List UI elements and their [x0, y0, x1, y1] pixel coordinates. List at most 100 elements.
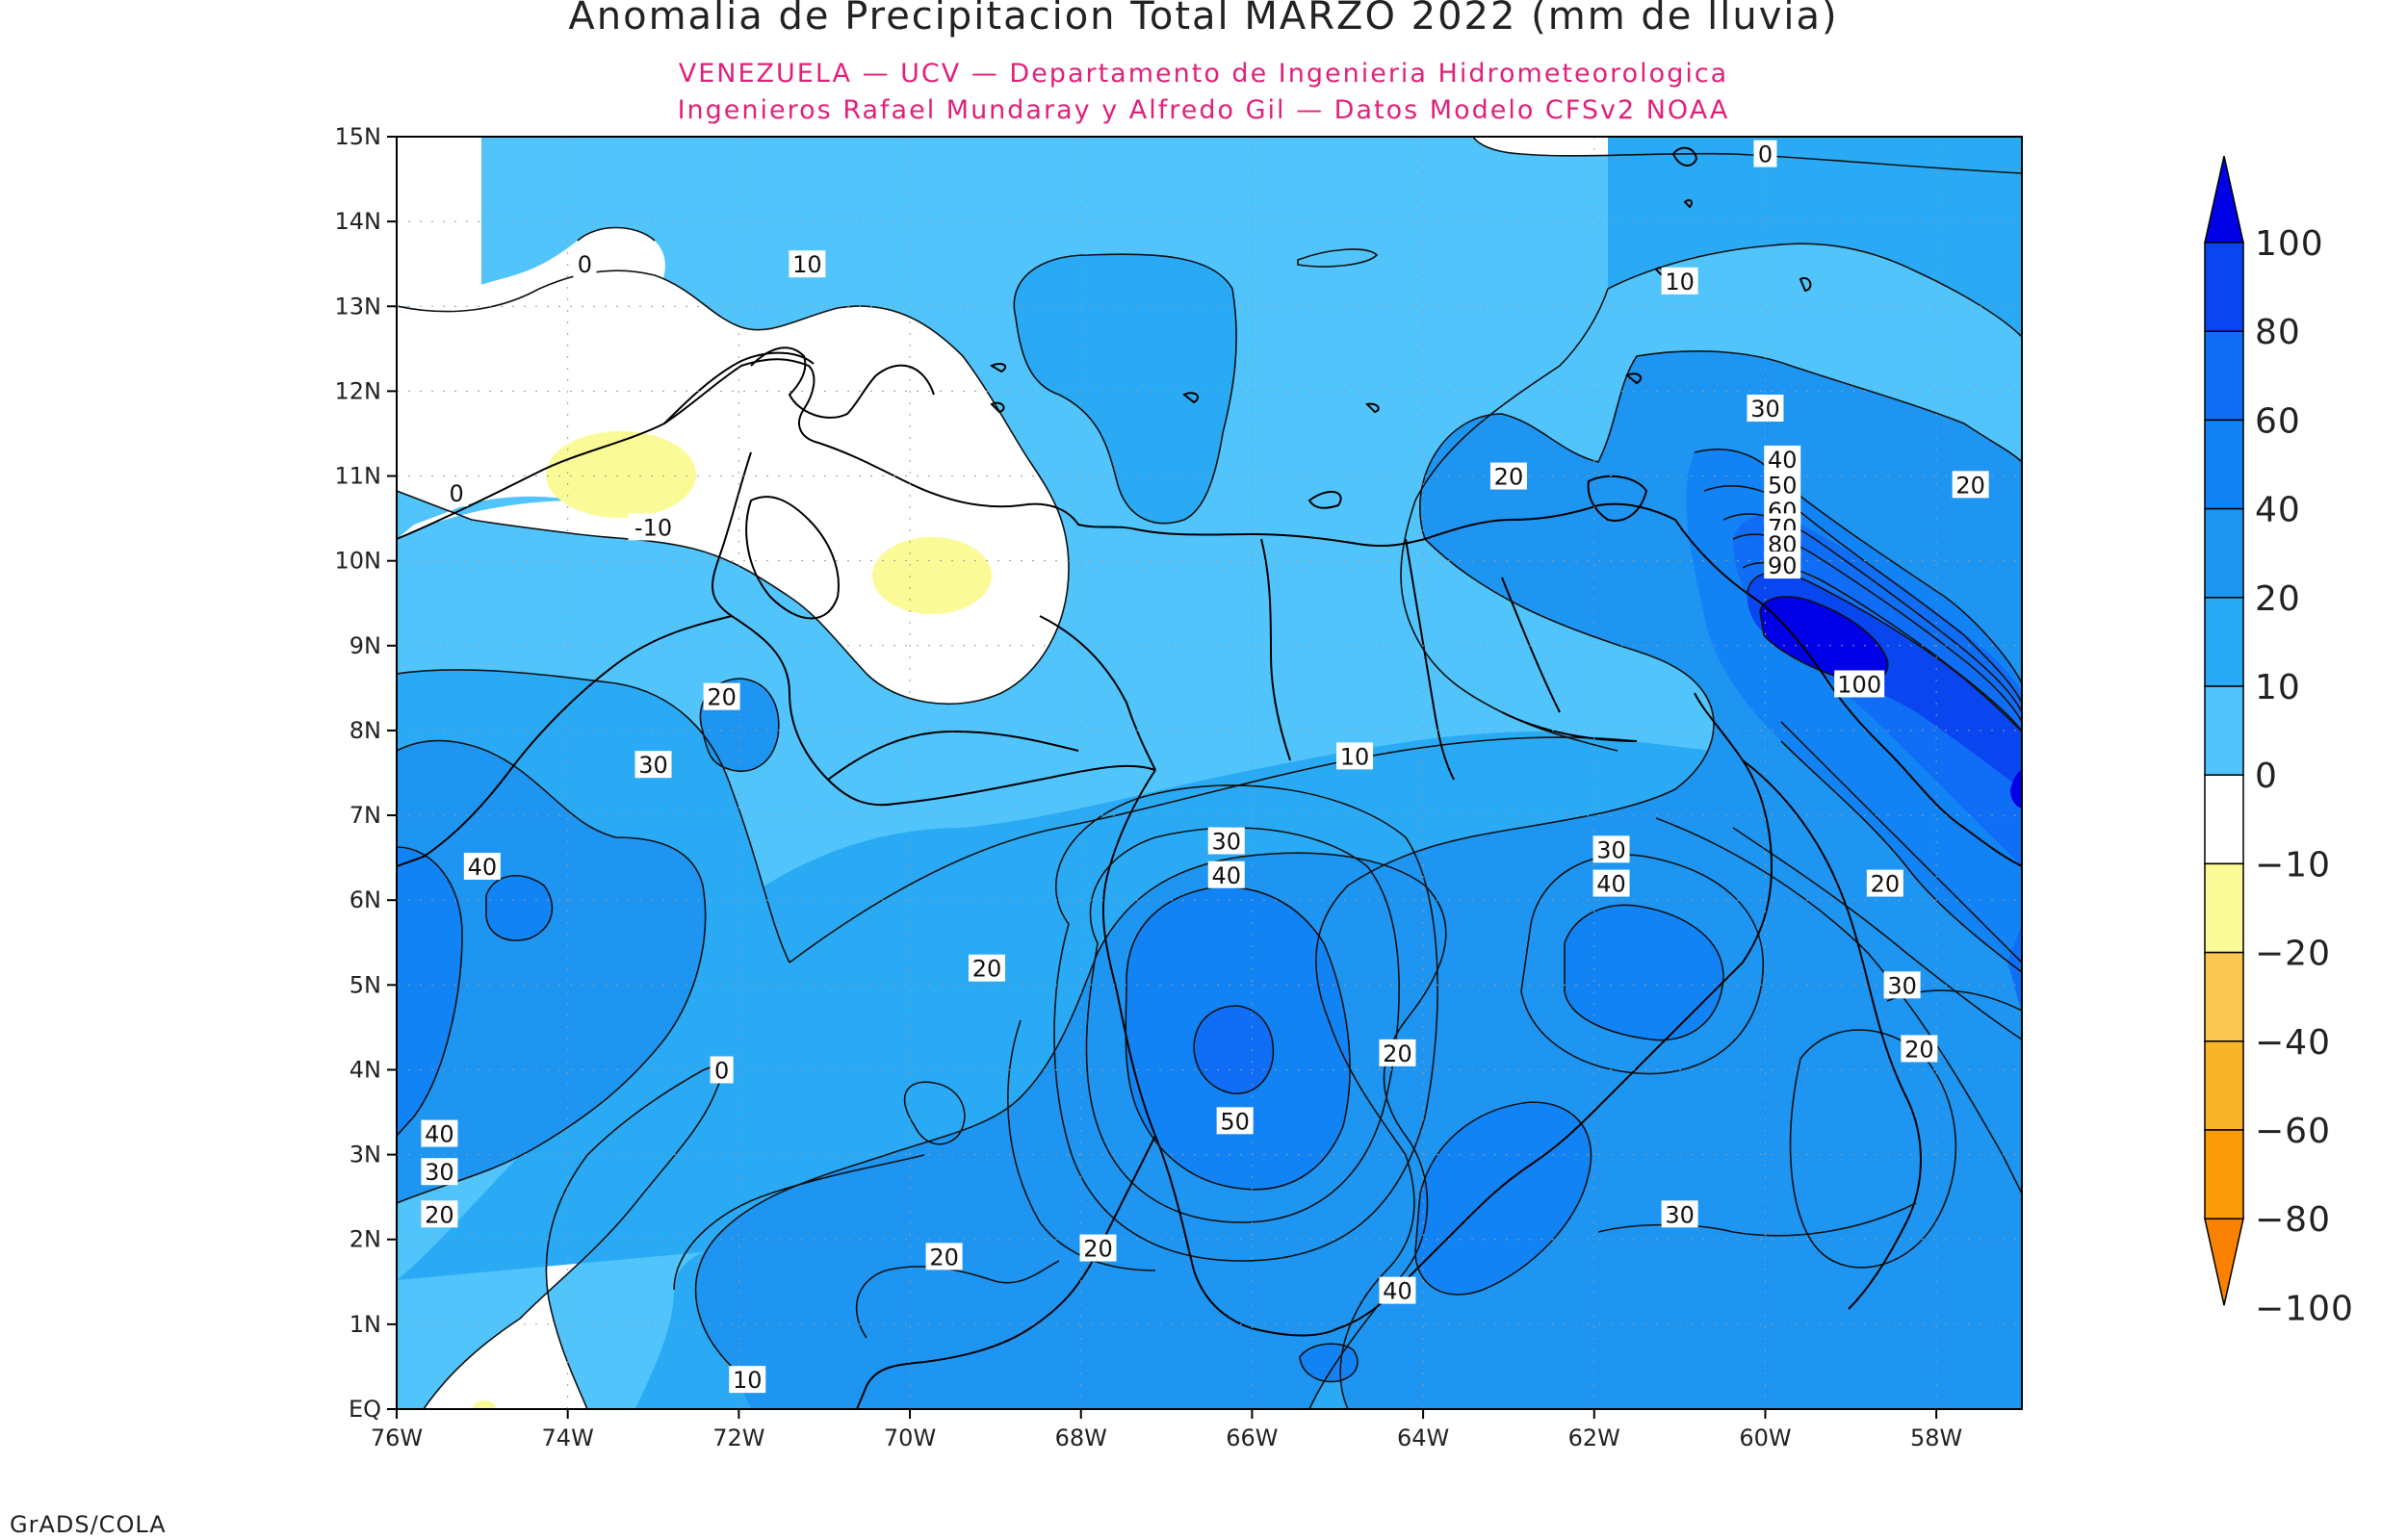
colorbar-level-label: 60	[2255, 401, 2301, 441]
contour-label-box	[1764, 552, 1801, 579]
contour-label: 30	[425, 1159, 454, 1186]
graticule	[397, 137, 2022, 1409]
contour-label-box	[1952, 471, 1989, 499]
contour-label: 40	[425, 1121, 454, 1148]
lat-tick-label: 9N	[349, 632, 381, 659]
contour-label: 40	[1211, 862, 1241, 889]
colorbar-bottom-arrow	[2204, 1218, 2244, 1306]
orinoco-delta	[1674, 519, 2022, 867]
colorbar-box	[2204, 951, 2244, 1042]
colorbar-level-label: 0	[2255, 757, 2278, 796]
colorbar-box	[2204, 685, 2244, 776]
contour-label-box	[421, 1158, 458, 1186]
contour-label: 20	[425, 1201, 454, 1228]
colorbar-level-label: 80	[2255, 313, 2301, 352]
colorbar-box	[2204, 774, 2244, 865]
colorbar-box	[2204, 1040, 2244, 1131]
lon-tick-label: 64W	[1397, 1424, 1449, 1451]
grads-credit: GrADS/COLA	[10, 1511, 167, 1538]
contour-label: 30	[1887, 972, 1917, 999]
contour-label: 30	[1211, 829, 1241, 856]
contour-label-box	[463, 852, 501, 880]
contour-label-box	[969, 954, 1006, 982]
contour-label: 10	[1340, 743, 1370, 770]
colorbar-box	[2204, 419, 2244, 510]
colorbar-level-label: −40	[2255, 1023, 2331, 1063]
colombia-interior-border	[397, 615, 733, 867]
colorbar-box	[2204, 1129, 2244, 1219]
guyana-suriname-border	[1742, 759, 1922, 1310]
interior-states-lines	[827, 538, 1638, 781]
contour-label-box	[1764, 471, 1801, 499]
contour-label: 40	[468, 854, 498, 881]
lon-tick-label: 74W	[542, 1424, 594, 1451]
guajira-coast	[663, 351, 815, 424]
contour-label: 20	[1871, 871, 1901, 898]
lat-tick-label: 8N	[349, 717, 381, 744]
paraguana-and-gulf-coast	[750, 346, 935, 419]
contour-label-box	[1866, 869, 1903, 897]
contour-label: 0	[578, 251, 592, 278]
contour-label: 10	[792, 251, 822, 278]
contour-label: 90	[1768, 552, 1798, 579]
lon-tick-label: 66W	[1226, 1424, 1278, 1451]
lat-tick-label: 2N	[349, 1226, 381, 1253]
contour-label: -10	[634, 514, 672, 541]
lon-tick-label: 62W	[1568, 1424, 1620, 1451]
contour-label: 40	[1768, 447, 1798, 474]
contour-label-box	[703, 682, 740, 710]
lat-tick-label: 3N	[349, 1142, 381, 1168]
contour-label-box	[1764, 445, 1801, 473]
lon-tick-label: 70W	[884, 1424, 936, 1451]
lat-tick-label: 4N	[349, 1056, 381, 1083]
map-frame	[396, 136, 2023, 1410]
lat-tick-label: 14N	[335, 208, 382, 235]
anomaly-10-20-north-cell	[1014, 254, 1237, 524]
colorbar-level-label: 10	[2255, 668, 2301, 707]
below-minus-10-area-guajira	[546, 431, 696, 518]
colorbar-box	[2204, 862, 2244, 954]
colorbar-level-label: −100	[2255, 1289, 2354, 1328]
colorbar-box	[2204, 242, 2244, 332]
contour-label: 0	[1758, 141, 1773, 168]
contour-label-box	[1747, 395, 1784, 423]
lat-tick-label: 1N	[349, 1311, 381, 1338]
anomaly-40-60-west	[397, 847, 462, 1136]
contour-label: 20	[1494, 464, 1524, 491]
colorbar-box	[2204, 597, 2244, 687]
lat-tick-label: 6N	[349, 886, 381, 913]
contour-label-box	[1079, 1234, 1117, 1262]
colorbar-level-label: 40	[2255, 491, 2301, 530]
contour-label: 10	[733, 1367, 763, 1394]
contour-label: 20	[1083, 1236, 1113, 1263]
colorbar-level-label: −80	[2255, 1200, 2331, 1240]
negative-anomaly-region-cap	[397, 137, 481, 308]
contour-label-box	[421, 1200, 458, 1228]
contour-label: 30	[1665, 1201, 1695, 1228]
lat-tick-label: 13N	[335, 293, 382, 320]
contour-label-box	[1661, 1200, 1698, 1228]
figure-title: Anomalia de Precipitacion Total MARZO 20…	[568, 0, 1838, 38]
contour-label: 40	[1383, 1278, 1412, 1305]
trinidad-coast	[1587, 475, 1648, 522]
contour-label: 0	[450, 480, 464, 507]
contour-label-box	[634, 751, 672, 779]
contour-label: 20	[1383, 1040, 1412, 1067]
subtitle-line-2: Ingenieros Rafael Mundaray y Alfredo Gil…	[678, 95, 1730, 125]
contour-label-box	[925, 1243, 963, 1270]
colorbar-level-label: 20	[2255, 579, 2301, 619]
contour-label-box	[628, 513, 679, 541]
contour-label-box	[1901, 1035, 1938, 1063]
negative-anomaly-region-nw	[397, 227, 665, 491]
contour-label: 20	[1904, 1036, 1934, 1063]
anomaly-60-80-central-core	[1194, 1006, 1274, 1094]
lat-tick-label: 7N	[349, 802, 381, 829]
contour-label-box	[1216, 1107, 1254, 1135]
contour-label-box	[1379, 1276, 1416, 1304]
contour-label-box	[1834, 670, 1885, 698]
contour-label-box	[1207, 860, 1245, 888]
lon-tick-label: 76W	[371, 1424, 423, 1451]
contour-label: 50	[1768, 472, 1798, 499]
contour-label: 20	[929, 1244, 959, 1270]
